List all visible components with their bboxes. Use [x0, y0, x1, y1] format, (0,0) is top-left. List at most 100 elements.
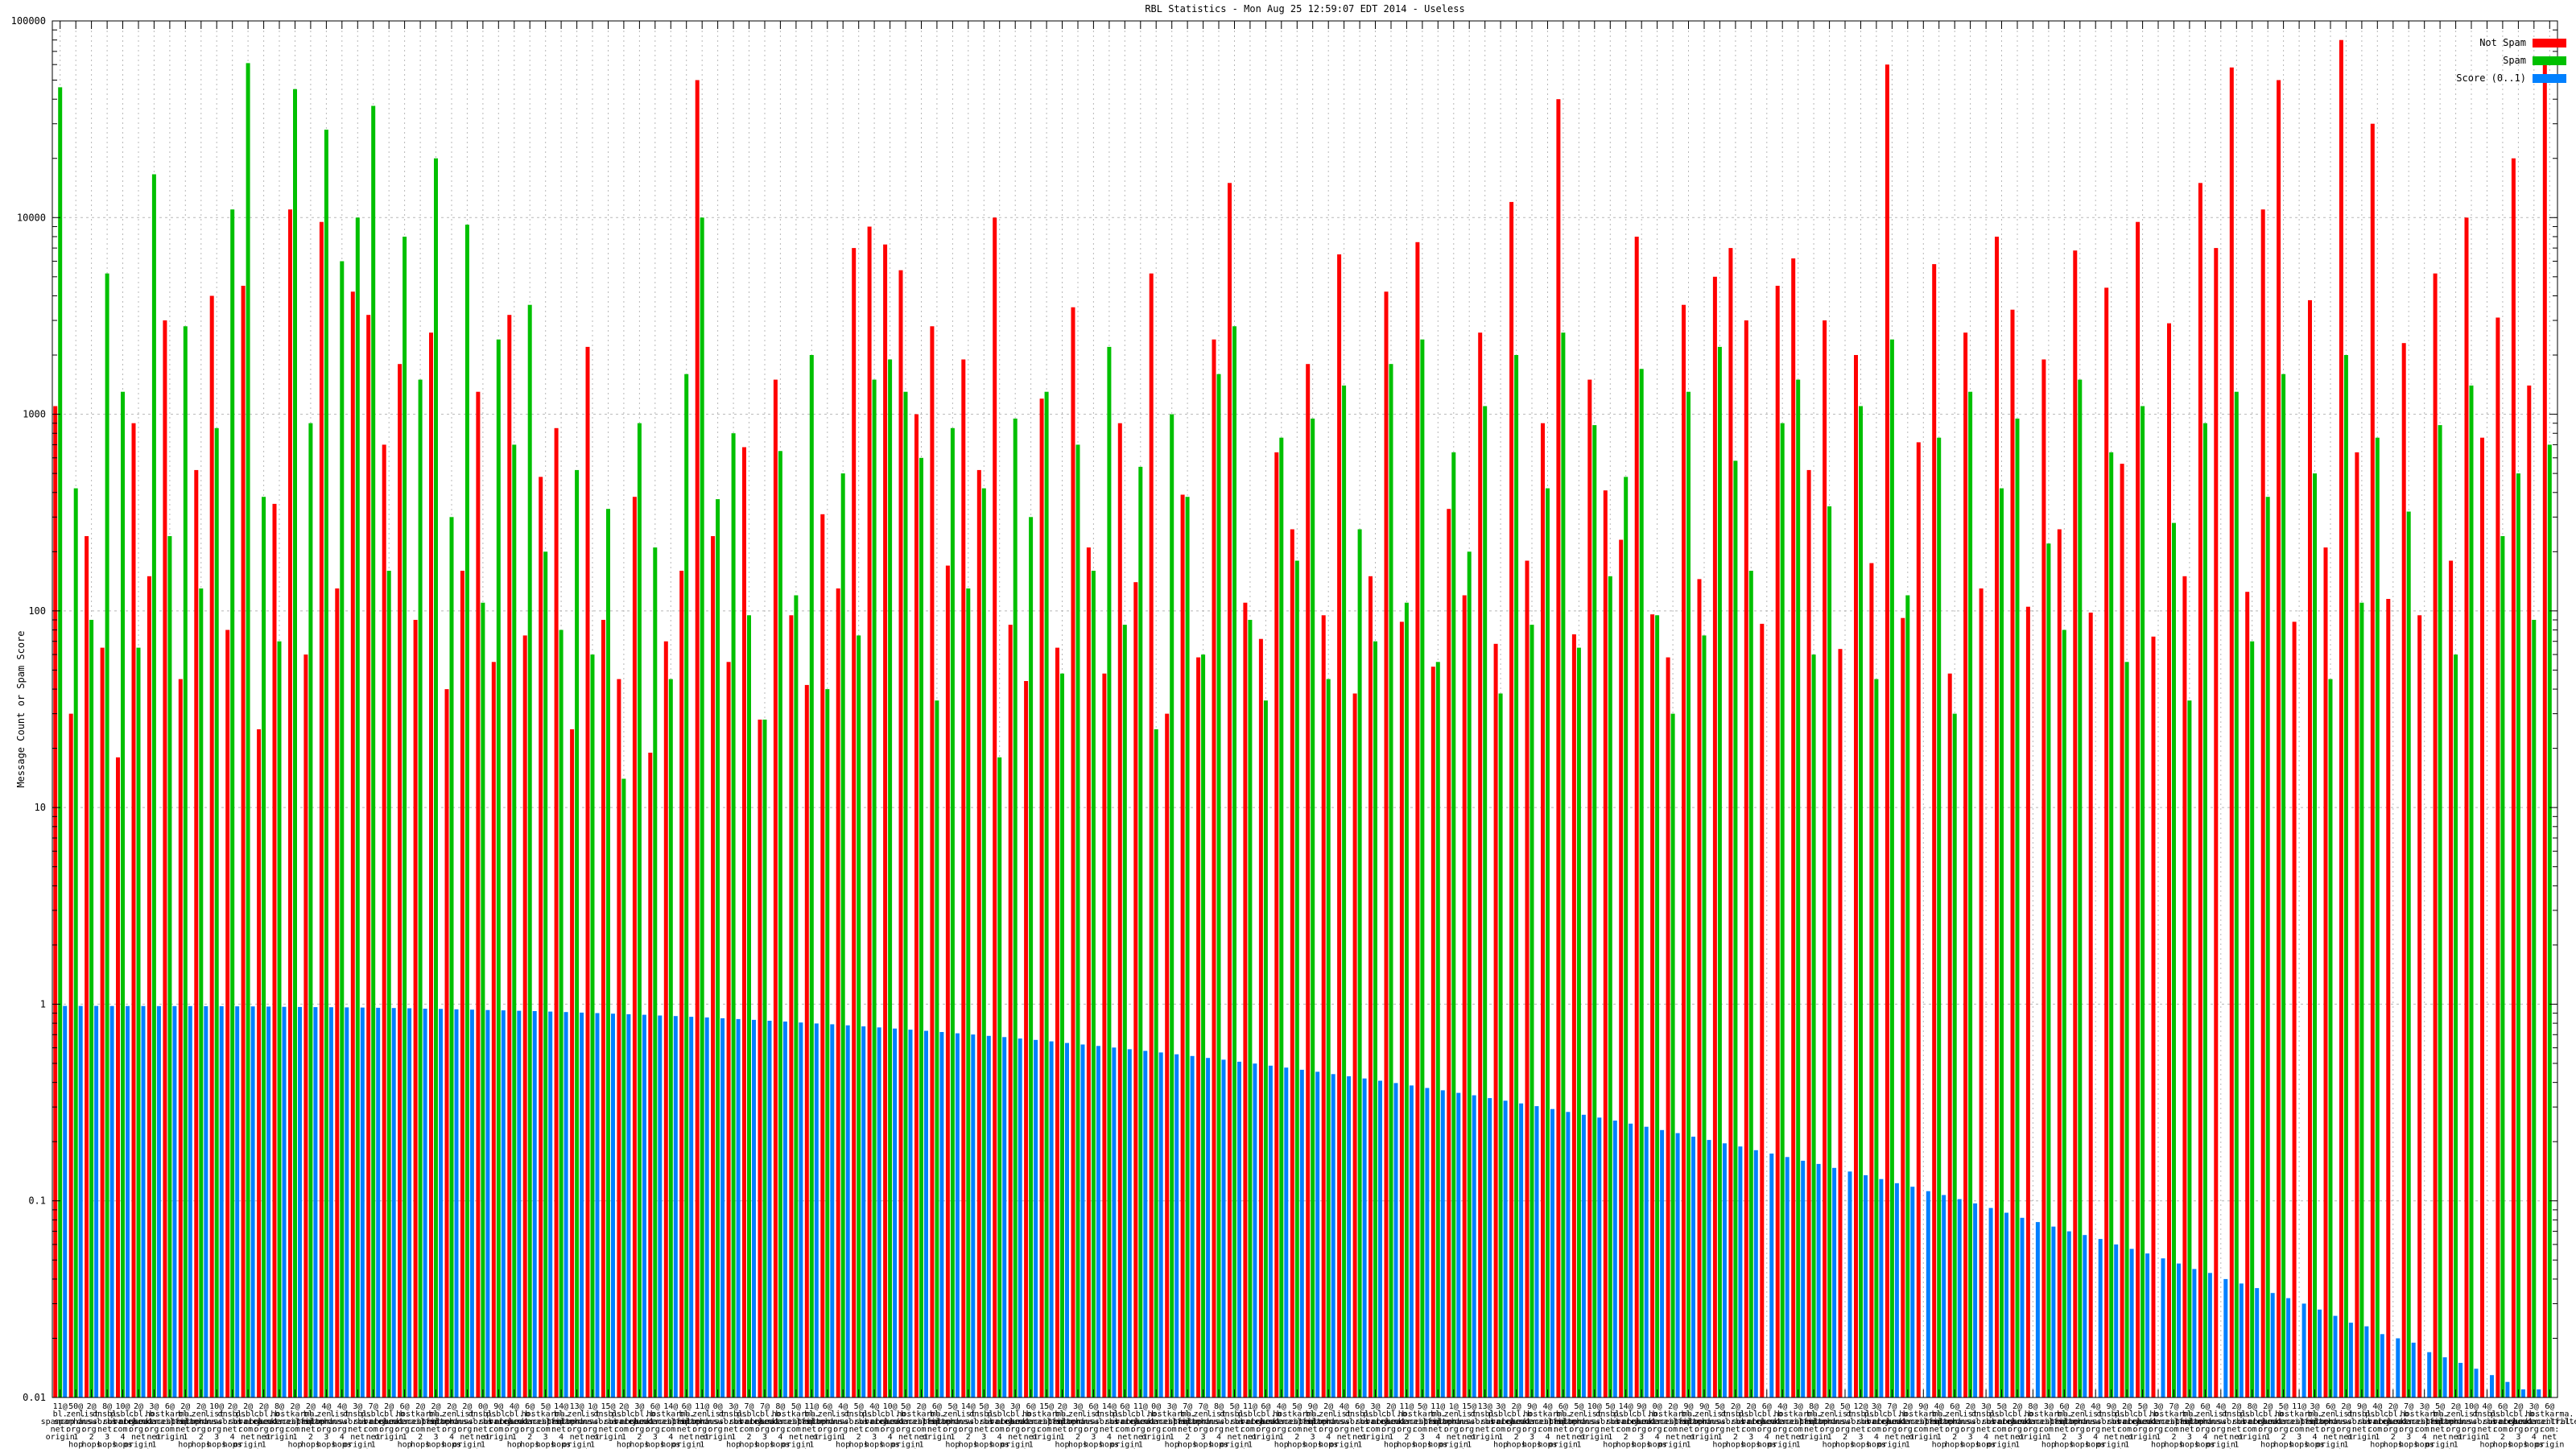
svg-text:2@cbl.abuseat.org:origin: 2@ cbl. abuseat. org: origin [369, 1402, 408, 1442]
svg-text:9@dnsbl.sorbs.net:origin: 9@ dnsbl. sorbs. net: origin [2347, 1402, 2376, 1442]
svg-text:0@b.barracudacentral.org:origi: 0@ b. barracudacentral. org: origin [1115, 1402, 1197, 1442]
legend-label-not-spam: Not Spam [2479, 37, 2526, 48]
svg-text:9@psbl.surriel.com:origin: 9@ psbl. surriel. com: origin [479, 1402, 518, 1442]
svg-text:15@hostkarma.junkemailfilter.c: 15@ hostkarma. junkemailfilter. com: origin [1008, 1402, 1085, 1442]
legend-swatch-not-spam [2533, 38, 2566, 47]
svg-text:5@hostkarma.junkemailfilter.co: 5@ hostkarma. junkemailfilter. com: net origi… [758, 1402, 835, 1449]
svg-text:5@hostkarma.junkemailfilter.co: 5@ hostkarma. junkemailfilter. com: 2 hops [1258, 1402, 1335, 1449]
svg-text:6@hostkarma.junkemailfilter.co: 6@ hostkarma. junkemailfilter. com: origin [131, 1402, 208, 1442]
svg-text:9@hostkarma.junkemailfilter.co: 9@ hostkarma. junkemailfilter. com: origin [1885, 1402, 1962, 1442]
svg-text:100: 100 [28, 605, 46, 617]
svg-text:11@hostkarma.junkemailfilter.c: 11@ hostkarma. junkemailfilter. com: 3 hops [2260, 1402, 2338, 1449]
legend-row-score: Score (0..1) [2456, 69, 2566, 87]
legend: Not Spam Spam Score (0..1) [2456, 34, 2566, 87]
svg-text:8@b.barracudacentral.org:origi: 8@ b. barracudacentral. org: origin [1992, 1402, 2074, 1442]
axes: 0.01 0.1 1 10 100 1000 10000 100000 [11, 15, 2558, 1403]
legend-swatch-spam [2533, 56, 2566, 65]
legend-row-spam: Spam [2456, 52, 2566, 69]
svg-text:2@hostkarma.junkemailfilter.co: 2@ hostkarma. junkemailfilter. com: 2 hops [382, 1402, 459, 1449]
legend-label-spam: Spam [2503, 55, 2526, 66]
svg-text:0@list.dnswl.org:origin: 0@ list. dnswl. org: origin [704, 1402, 733, 1442]
legend-label-score: Score (0..1) [2456, 72, 2526, 84]
chart-title: RBL Statistics - Mon Aug 25 12:59:07 EDT… [1145, 3, 1465, 14]
svg-text:3@hostkarma.junkemailfilter.co: 3@ hostkarma. junkemailfilter. com: 1 hop [1133, 1402, 1211, 1449]
svg-text:3@hostkarma.junkemailfilter.co: 3@ hostkarma. junkemailfilter. com: 1 hop [2010, 1402, 2087, 1449]
svg-text:5@hostkarma.junkemailfilter.co: 5@ hostkarma. junkemailfilter. com: 3 hops [507, 1402, 584, 1449]
svg-text:8@b.barracudacentral.org:origi: 8@ b. barracudacentral. org: origin [238, 1402, 320, 1442]
legend-swatch-score [2533, 73, 2566, 83]
svg-text:5@cbl.abuseat.org:origin: 5@ cbl. abuseat. org: origin [2124, 1402, 2162, 1442]
svg-text:7@hostkarma.junkemailfilter.co: 7@ hostkarma. junkemailfilter. com: 2 hops [2135, 1402, 2212, 1449]
svg-text:100000: 100000 [11, 15, 46, 27]
svg-text:8@bl.spamcop.net:origin: 8@ bl. spamcop. net: origin [1794, 1402, 1833, 1442]
svg-text:6@bl.spamcop.net:origin: 6@ bl. spamcop. net: origin [918, 1402, 956, 1442]
svg-text:3@hostkarma.junkemailfilter.co: 3@ hostkarma. junkemailfilter. com: 4 hops [2386, 1402, 2463, 1449]
svg-text:11@bl.spamcop.net:origin: 11@ bl. spamcop. net: origin [41, 1402, 80, 1442]
svg-text:6@hostkarma.junkemailfilter.co: 6@hostkarma.junkemailfilter.com:netorigi… [2511, 1402, 2576, 1449]
